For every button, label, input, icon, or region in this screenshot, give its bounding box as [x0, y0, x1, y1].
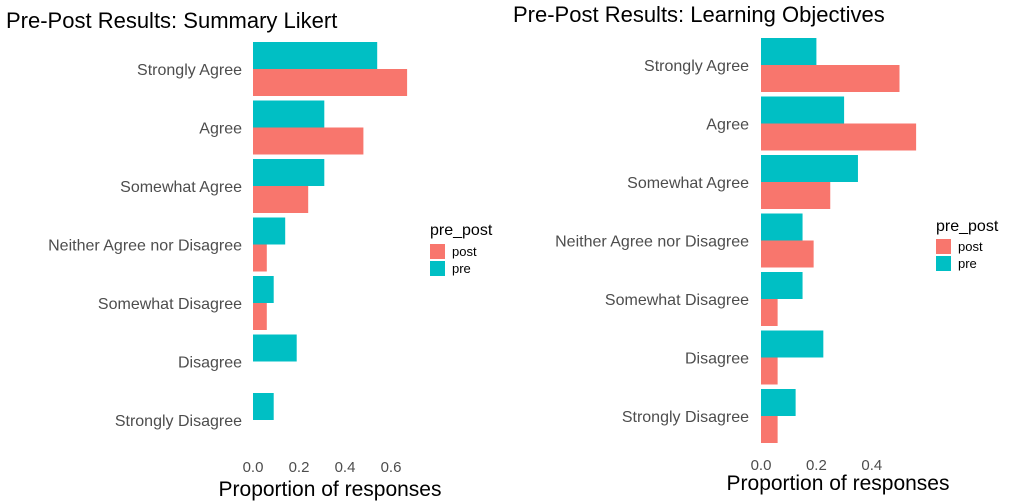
x-tick-label: 0.2 [806, 457, 827, 474]
legend-label-post: post [958, 239, 983, 254]
x-tick-label: 0.6 [381, 459, 402, 476]
bar-post-somewhat-agree [761, 182, 831, 209]
bar-post-strongly-agree [253, 69, 408, 96]
category-label-somewhat-agree: Somewhat Agree [627, 175, 749, 192]
bar-pre-neither-agree-nor-disagree [761, 213, 803, 241]
legend-title: pre_post [936, 218, 999, 235]
bar-pre-somewhat-agree [253, 159, 325, 186]
x-tick-label: 0.4 [335, 459, 356, 476]
category-label-strongly-disagree: Strongly Disagree [115, 413, 242, 430]
bar-post-disagree [761, 357, 778, 385]
category-label-strongly-agree: Strongly Agree [644, 58, 749, 75]
bar-post-agree [253, 127, 364, 155]
bar-pre-neither-agree-nor-disagree [253, 217, 286, 245]
chart-summary-likert: Pre-Post Results: Summary Likert Strongly… [6, 8, 493, 501]
x-tick-label: 0.2 [289, 459, 310, 476]
chart-summary-likert-svg: Pre-Post Results: Summary Likert Strongly… [6, 8, 493, 501]
legend-key-post [936, 239, 951, 254]
category-label-disagree: Disagree [178, 355, 242, 372]
x-tick-label: 0.0 [243, 459, 264, 476]
legend-title: pre_post [430, 222, 493, 239]
bar-pre-strongly-agree [761, 38, 817, 65]
bar-post-strongly-disagree [761, 416, 778, 443]
category-label-agree: Agree [706, 117, 749, 134]
chart-learning-objectives-svg: Pre-Post Results: Learning Objectives Str… [513, 2, 999, 495]
category-label-agree: Agree [199, 121, 242, 138]
category-label-neither-agree-nor-disagree: Neither Agree nor Disagree [48, 238, 242, 255]
bar-post-agree [761, 123, 917, 151]
bar-pre-strongly-disagree [253, 393, 274, 420]
legend-key-post [430, 244, 445, 259]
legend-label-pre: pre [452, 261, 471, 276]
bar-post-somewhat-agree [253, 186, 309, 213]
x-axis-title: Proportion of responses [219, 478, 442, 501]
chart-title-summary-likert: Pre-Post Results: Summary Likert [6, 8, 337, 33]
bar-pre-disagree [253, 334, 297, 362]
bar-post-neither-agree-nor-disagree [761, 240, 814, 268]
x-tick-label: 0.0 [751, 457, 772, 474]
category-label-disagree: Disagree [685, 351, 749, 368]
bar-pre-somewhat-disagree [253, 276, 274, 303]
bar-pre-agree [253, 100, 325, 128]
bar-post-neither-agree-nor-disagree [253, 244, 267, 272]
category-label-strongly-agree: Strongly Agree [137, 62, 242, 79]
bar-pre-agree [761, 96, 845, 124]
bar-pre-strongly-agree [253, 42, 378, 69]
bar-pre-disagree [761, 330, 824, 358]
bar-pre-somewhat-agree [761, 155, 858, 182]
legend-key-pre [430, 261, 445, 276]
category-label-neither-agree-nor-disagree: Neither Agree nor Disagree [555, 234, 749, 251]
category-label-strongly-disagree: Strongly Disagree [622, 409, 749, 426]
category-label-somewhat-agree: Somewhat Agree [120, 179, 242, 196]
legend-label-post: post [452, 244, 477, 259]
bar-pre-somewhat-disagree [761, 272, 803, 299]
chart-learning-objectives: Pre-Post Results: Learning Objectives Str… [508, 0, 1015, 504]
category-label-somewhat-disagree: Somewhat Disagree [605, 292, 749, 309]
bar-post-somewhat-disagree [253, 303, 267, 330]
chart-title-learning-objectives: Pre-Post Results: Learning Objectives [513, 2, 885, 27]
category-label-somewhat-disagree: Somewhat Disagree [98, 296, 242, 313]
x-tick-label: 0.4 [861, 457, 882, 474]
bar-pre-strongly-disagree [761, 389, 796, 416]
bar-post-strongly-agree [761, 65, 900, 92]
legend-label-pre: pre [958, 256, 977, 271]
x-axis-title: Proportion of responses [727, 472, 950, 495]
bar-post-somewhat-disagree [761, 299, 778, 326]
legend-key-pre [936, 256, 951, 271]
